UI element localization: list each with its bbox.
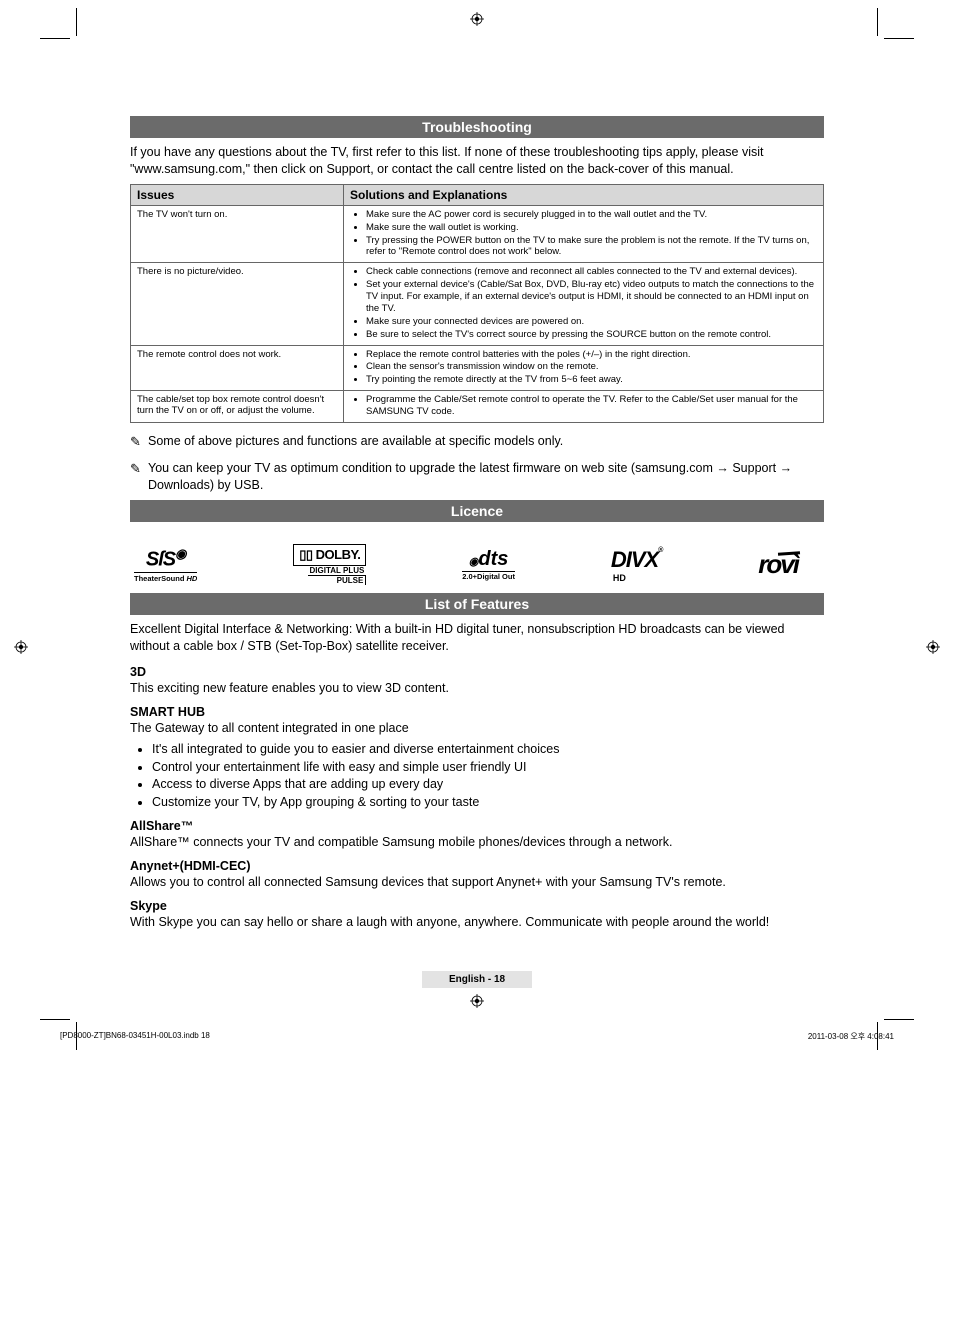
table-row: The cable/set top box remote control doe… [131, 391, 824, 423]
section-heading-features: List of Features [130, 593, 824, 615]
solution-cell: Make sure the AC power cord is securely … [344, 205, 824, 263]
logo-dts-main: ◉dts [469, 548, 509, 571]
crop-mark [877, 8, 878, 36]
list-item: Access to diverse Apps that are adding u… [152, 776, 824, 793]
feature-body: The Gateway to all content integrated in… [130, 720, 824, 737]
solution-point: Replace the remote control batteries wit… [366, 349, 817, 361]
logo-dolby-sub: DIGITAL PLUS [308, 566, 367, 576]
troubleshooting-table: Issues Solutions and Explanations The TV… [130, 184, 824, 423]
solution-point: Try pressing the POWER button on the TV … [366, 235, 817, 259]
solution-point: Be sure to select the TV's correct sourc… [366, 329, 817, 341]
manual-page: Troubleshooting If you have any question… [0, 0, 954, 1058]
issue-cell: The cable/set top box remote control doe… [131, 391, 344, 423]
crop-mark [884, 1019, 914, 1020]
section-heading-troubleshooting: Troubleshooting [130, 116, 824, 138]
crop-mark [40, 38, 70, 39]
section-heading-licence: Licence [130, 500, 824, 522]
solution-point: Clean the sensor's transmission window o… [366, 361, 817, 373]
solution-cell: Replace the remote control batteries wit… [344, 345, 824, 391]
logo-dts-sub: 2.0+Digital Out [462, 571, 515, 581]
page-number-badge: English - 18 [422, 971, 532, 988]
note-text: You can keep your TV as optimum conditio… [148, 460, 824, 494]
list-item: Control your entertainment life with eas… [152, 759, 824, 776]
logo-srs-sub: TheaterSound HD [134, 572, 197, 583]
note-text: Some of above pictures and functions are… [148, 433, 824, 451]
feature-heading-3d: 3D [130, 665, 824, 679]
solution-point: Set your external device's (Cable/Sat Bo… [366, 279, 817, 315]
features-intro: Excellent Digital Interface & Networking… [130, 621, 824, 655]
issue-cell: The TV won't turn on. [131, 205, 344, 263]
feature-heading-allshare: AllShare™ [130, 819, 824, 833]
issue-cell: The remote control does not work. [131, 345, 344, 391]
troubleshooting-intro: If you have any questions about the TV, … [130, 144, 824, 178]
col-header-solutions: Solutions and Explanations [344, 184, 824, 205]
footnote: ✎ You can keep your TV as optimum condit… [130, 460, 824, 494]
footnote: ✎ Some of above pictures and functions a… [130, 433, 824, 451]
feature-body: Allows you to control all connected Sams… [130, 874, 824, 891]
footer-right: 2011-03-08 오후 4:08:41 [808, 1031, 894, 1042]
list-item: It's all integrated to guide you to easi… [152, 741, 824, 758]
issue-cell: There is no picture/video. [131, 263, 344, 345]
feature-body: AllShare™ connects your TV and compatibl… [130, 834, 824, 851]
logo-divx-sub: HD [613, 573, 626, 583]
feature-list: It's all integrated to guide you to easi… [130, 741, 824, 812]
logo-divx: DIVX® HD [611, 547, 663, 583]
footer-left: [PD8000-ZT]BN68-03451H-00L03.indb 18 [60, 1031, 210, 1042]
feature-body: With Skype you can say hello or share a … [130, 914, 824, 931]
note-icon: ✎ [130, 433, 148, 451]
logo-srs: SſS◉ TheaterSound HD [134, 546, 197, 583]
table-row: The remote control does not work. Replac… [131, 345, 824, 391]
logo-divx-main: DIVX® [611, 547, 663, 573]
logo-dolby-sub: PULSE [335, 576, 367, 585]
crop-mark [76, 8, 77, 36]
note-icon: ✎ [130, 460, 148, 494]
print-footer: [PD8000-ZT]BN68-03451H-00L03.indb 18 201… [60, 1031, 894, 1042]
feature-heading-skype: Skype [130, 899, 824, 913]
logo-dolby: ▯▯ DOLBY. DIGITAL PLUS PULSE [293, 544, 366, 585]
registration-mark-icon [470, 12, 484, 26]
feature-heading-anynet: Anynet+(HDMI-CEC) [130, 859, 824, 873]
logo-rovi: rovì [758, 549, 820, 580]
feature-heading-smarthub: SMART HUB [130, 705, 824, 719]
table-row: There is no picture/video. Check cable c… [131, 263, 824, 345]
solution-point: Make sure the AC power cord is securely … [366, 209, 817, 221]
registration-mark-icon [470, 994, 484, 1008]
table-header-row: Issues Solutions and Explanations [131, 184, 824, 205]
registration-mark-icon [14, 640, 28, 654]
crop-mark [40, 1019, 70, 1020]
solution-cell: Check cable connections (remove and reco… [344, 263, 824, 345]
solution-cell: Programme the Cable/Set remote control t… [344, 391, 824, 423]
solution-point: Check cable connections (remove and reco… [366, 266, 817, 278]
col-header-issues: Issues [131, 184, 344, 205]
licence-logo-row: SſS◉ TheaterSound HD ▯▯ DOLBY. DIGITAL P… [134, 544, 820, 585]
logo-dts: ◉dts 2.0+Digital Out [462, 548, 515, 581]
logo-dolby-main: ▯▯ DOLBY. [293, 544, 366, 566]
feature-body: This exciting new feature enables you to… [130, 680, 824, 697]
solution-point: Programme the Cable/Set remote control t… [366, 394, 817, 418]
logo-rovi-main: rovì [758, 549, 820, 580]
registration-mark-icon [926, 640, 940, 654]
solution-point: Try pointing the remote directly at the … [366, 374, 817, 386]
crop-mark [884, 38, 914, 39]
solution-point: Make sure the wall outlet is working. [366, 222, 817, 234]
table-row: The TV won't turn on. Make sure the AC p… [131, 205, 824, 263]
list-item: Customize your TV, by App grouping & sor… [152, 794, 824, 811]
logo-srs-main: SſS◉ [146, 546, 186, 572]
solution-point: Make sure your connected devices are pow… [366, 316, 817, 328]
